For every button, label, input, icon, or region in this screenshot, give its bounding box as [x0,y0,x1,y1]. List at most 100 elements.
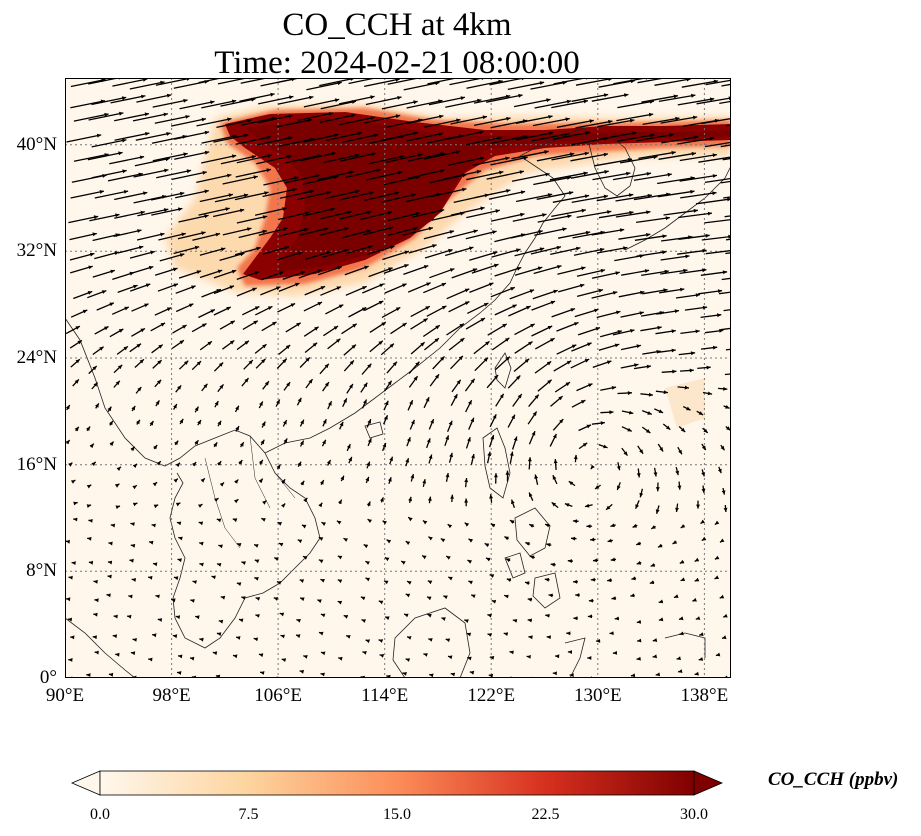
wind-vector-shaft [296,191,332,201]
wind-vector-head [367,519,372,523]
wind-vector-head [92,366,97,371]
wind-vector-head [148,575,153,580]
wind-vector-head [318,502,323,508]
wind-vector-head [283,438,288,443]
wind-vector-shaft [486,94,523,103]
wind-vector-shaft [641,270,669,277]
wind-vector-head [590,464,595,470]
wind-vector-head [378,301,384,305]
wind-vector-head [370,95,375,100]
wind-vector-head [185,115,190,119]
wind-vector-head [720,538,725,543]
wind-vector-head [466,632,472,637]
wind-vector-head [534,394,539,399]
wind-vector-shaft [403,81,440,91]
wind-vector-head [195,615,200,620]
wind-vector-head [86,673,91,677]
wind-vector-head [65,405,70,410]
wind-vector-head [666,425,671,430]
wind-vector-shaft [466,80,503,89]
wind-vector-head [404,264,409,268]
wind-vector-head [720,445,725,451]
wind-vector-head [131,405,136,411]
wind-vector-head [110,523,116,528]
wind-vector-head [296,634,301,639]
wind-vector-head [264,381,269,386]
wind-vector-head [658,409,664,413]
wind-vector-head [239,618,244,623]
wind-vector-head [175,462,180,467]
wind-vector-head [418,153,423,158]
wind-vector-head [680,287,685,292]
wind-vector-shaft [536,191,574,200]
wind-vector-head [538,229,543,234]
wind-vector-shaft [338,95,375,105]
wind-vector-head [239,208,245,213]
wind-vector-head [524,358,530,363]
wind-vector-shaft [720,327,731,331]
wind-vector-head [722,270,728,275]
wind-vector-head [658,599,664,604]
wind-vector-head [300,480,305,486]
wind-vector-shaft [704,177,731,184]
wind-vector-head [707,211,712,216]
wind-vector-head [469,246,474,251]
wind-vector-head [321,651,326,656]
wind-vector-head [603,152,608,157]
wind-vector-head [413,376,418,381]
wind-vector-head [685,254,690,259]
wind-vector-head [312,342,318,347]
wind-vector-head [173,283,178,288]
wind-vector-head [520,212,525,217]
wind-vector-head [389,456,393,462]
wind-vector-shaft [428,96,466,106]
wind-vector-shaft [447,156,485,167]
wind-vector-head [717,313,722,318]
wind-vector-head [87,536,92,541]
plot-title-line1: CO_CCH at 4km [282,7,512,43]
wind-vector-head [484,543,490,548]
wind-vector-head [114,483,120,488]
wind-vector-shaft [660,255,690,261]
wind-vector-head [184,360,189,365]
wind-vector-head [200,478,205,483]
wind-vector-head [674,309,679,314]
wind-vector-head [488,282,494,287]
wind-vector-head [636,541,641,546]
wind-vector-head [611,596,616,601]
wind-vector-shaft [70,100,106,109]
wind-vector-shaft [69,232,97,241]
wind-vector-head [283,227,288,232]
wind-vector-shaft [279,228,309,237]
wind-vector-head [218,619,224,624]
wind-vector-head [671,150,676,155]
wind-vector-head [94,650,99,655]
wind-vector-head [489,655,495,660]
wind-vector-head [674,594,679,598]
wind-vector-head [709,136,715,141]
wind-vector-shaft [198,207,230,216]
wind-vector-head [264,191,269,195]
wind-vector-head [196,361,201,366]
wind-vector-head [499,170,504,175]
wind-vector-head [499,393,504,399]
wind-vector-shaft [89,213,120,222]
wind-vector-head [123,190,129,194]
coastline-sumatra [65,617,136,678]
wind-vector-head [277,522,282,526]
wind-vector-shaft [365,96,402,106]
wind-vector-head [343,615,349,619]
wind-vector-head [273,597,279,601]
wind-vector-head [512,619,518,623]
wind-vector-head [163,208,169,212]
wind-vector-head [404,613,409,618]
wind-vector-head [366,461,370,467]
wind-vector-head [340,475,344,481]
wind-vector-shaft [325,190,360,200]
wind-vector-head [459,323,464,328]
wind-vector-head [531,431,536,436]
wind-vector-head [423,653,428,657]
wind-vector-head [376,168,382,173]
wind-vector-shaft [474,189,511,199]
wind-vector-head [476,169,482,174]
